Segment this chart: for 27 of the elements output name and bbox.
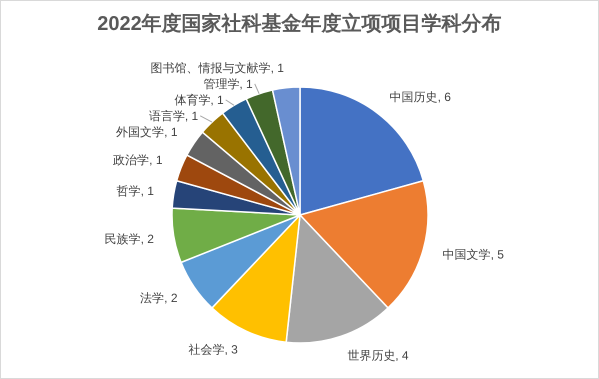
slice-label: 管理学: [203, 76, 240, 91]
data-label: , 6: [438, 90, 452, 104]
slice-label: 世界历史: [347, 348, 396, 362]
data-label: , 1: [270, 60, 284, 75]
data-label: , 1: [239, 76, 254, 91]
slice-label: 社会学: [188, 342, 225, 356]
slice-label: 民族学: [104, 232, 141, 246]
data-label: , 1: [210, 92, 224, 107]
slice-label: 语言学: [148, 108, 185, 123]
slice-label: 图书馆、情报与文献学: [150, 60, 271, 75]
data-label: , 1: [140, 184, 154, 198]
data-label: , 1: [164, 124, 178, 139]
slice-label: 中国历史: [390, 90, 438, 104]
slice-label: 哲学: [116, 184, 141, 198]
data-label: , 1: [184, 108, 199, 123]
slice-label: 法学: [140, 291, 164, 306]
data-label: , 2: [164, 291, 178, 306]
slice-label: 政治学: [113, 153, 150, 168]
data-label: , 5: [490, 248, 504, 262]
data-label: , 1: [149, 153, 163, 168]
data-label: , 3: [224, 342, 238, 356]
chart-title: 2022年度国家社科基金年度立项项目学科分布: [97, 12, 502, 35]
slice-label: 体育学: [174, 92, 210, 107]
slice-label: 外国文学: [116, 124, 164, 139]
data-label: , 4: [395, 348, 409, 362]
slice-label: 中国文学: [442, 248, 491, 262]
data-label: , 2: [140, 232, 154, 246]
